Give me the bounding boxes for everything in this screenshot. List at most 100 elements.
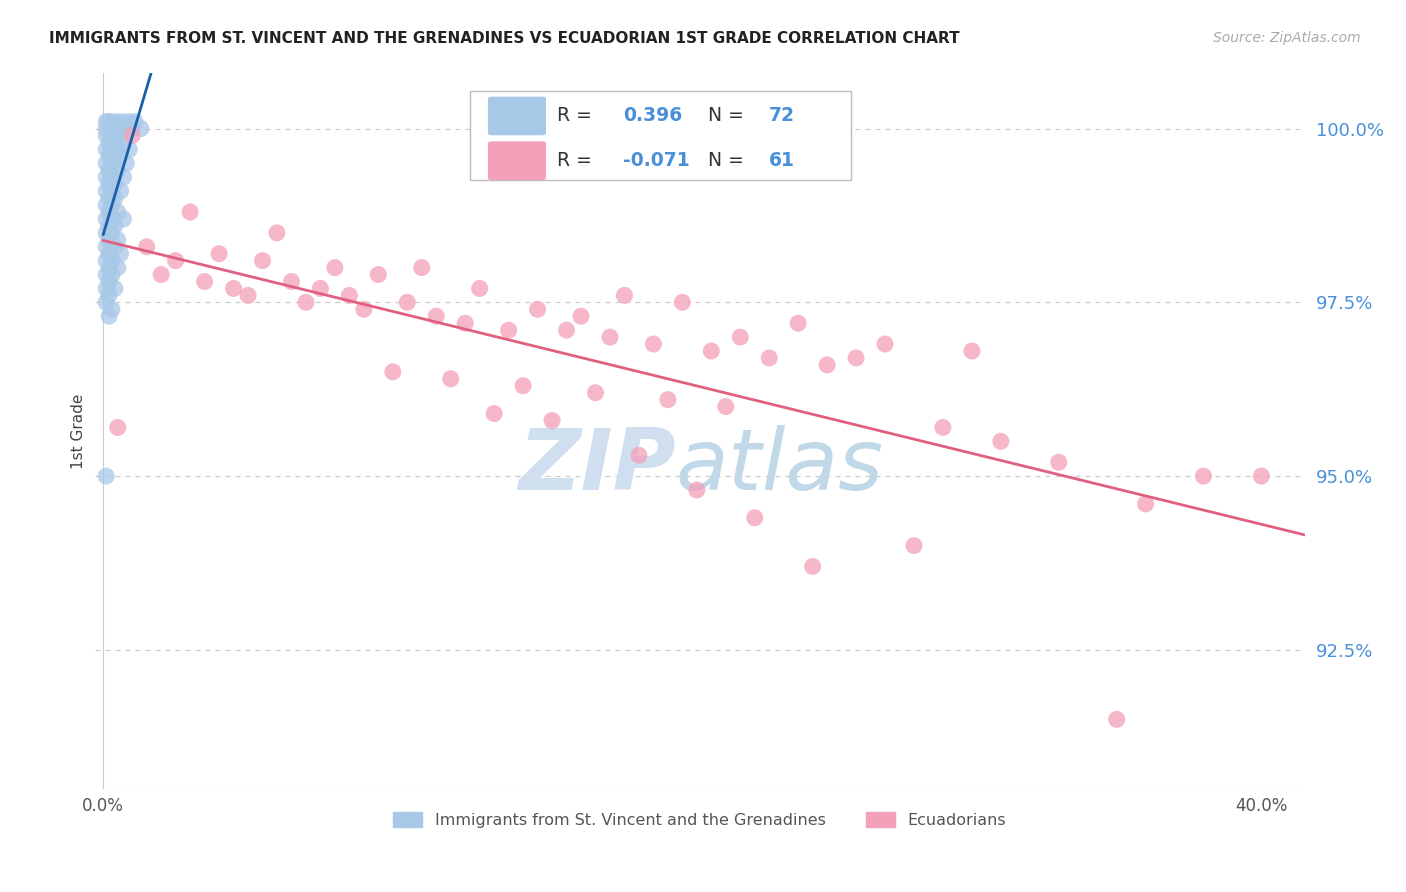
- Text: 72: 72: [769, 106, 794, 126]
- Point: [744, 511, 766, 525]
- Point: [98, 163, 121, 178]
- Point: [112, 114, 135, 128]
- Point: [194, 275, 217, 289]
- Point: [104, 281, 127, 295]
- Point: [367, 268, 389, 282]
- Point: [107, 163, 129, 178]
- FancyBboxPatch shape: [470, 91, 851, 180]
- Point: [104, 136, 127, 150]
- Point: [498, 323, 520, 337]
- Point: [96, 170, 118, 185]
- FancyBboxPatch shape: [488, 96, 546, 136]
- Point: [110, 246, 132, 260]
- Point: [555, 323, 578, 337]
- Text: Source: ZipAtlas.com: Source: ZipAtlas.com: [1213, 31, 1361, 45]
- Point: [714, 400, 737, 414]
- Point: [96, 121, 118, 136]
- Text: atlas: atlas: [675, 425, 883, 508]
- Point: [1105, 712, 1128, 726]
- Point: [107, 233, 129, 247]
- Point: [101, 143, 124, 157]
- Point: [411, 260, 433, 275]
- Point: [96, 128, 118, 143]
- Point: [101, 198, 124, 212]
- Point: [101, 184, 124, 198]
- Point: [98, 136, 121, 150]
- Text: -0.071: -0.071: [623, 151, 690, 170]
- Point: [381, 365, 404, 379]
- Point: [98, 260, 121, 275]
- Text: ZIP: ZIP: [517, 425, 675, 508]
- Point: [101, 253, 124, 268]
- Point: [124, 114, 146, 128]
- Text: R =: R =: [557, 151, 598, 170]
- Point: [98, 288, 121, 302]
- Point: [129, 121, 152, 136]
- Point: [118, 114, 141, 128]
- Y-axis label: 1st Grade: 1st Grade: [72, 393, 86, 468]
- Point: [96, 156, 118, 170]
- Point: [96, 281, 118, 295]
- Point: [353, 302, 375, 317]
- Text: 61: 61: [769, 151, 794, 170]
- Point: [96, 143, 118, 157]
- Text: N =: N =: [709, 106, 749, 126]
- Point: [758, 351, 780, 365]
- Point: [112, 170, 135, 185]
- Point: [96, 226, 118, 240]
- Point: [686, 483, 709, 497]
- Point: [96, 253, 118, 268]
- Point: [96, 184, 118, 198]
- Point: [98, 114, 121, 128]
- Point: [101, 302, 124, 317]
- Point: [107, 205, 129, 219]
- Point: [96, 268, 118, 282]
- Point: [101, 211, 124, 226]
- Point: [98, 177, 121, 191]
- Text: R =: R =: [557, 106, 598, 126]
- Point: [179, 205, 201, 219]
- Point: [787, 316, 810, 330]
- Text: IMMIGRANTS FROM ST. VINCENT AND THE GRENADINES VS ECUADORIAN 1ST GRADE CORRELATI: IMMIGRANTS FROM ST. VINCENT AND THE GREN…: [49, 31, 960, 46]
- Point: [280, 275, 302, 289]
- Point: [165, 253, 187, 268]
- Point: [110, 149, 132, 163]
- Point: [96, 240, 118, 254]
- Point: [873, 337, 896, 351]
- Point: [112, 211, 135, 226]
- Point: [98, 191, 121, 205]
- Point: [396, 295, 419, 310]
- Point: [107, 114, 129, 128]
- Point: [107, 420, 129, 434]
- Point: [98, 149, 121, 163]
- Point: [112, 136, 135, 150]
- Point: [115, 121, 138, 136]
- Point: [96, 295, 118, 310]
- Point: [98, 246, 121, 260]
- Point: [121, 128, 143, 143]
- Point: [541, 413, 564, 427]
- Point: [101, 114, 124, 128]
- Point: [815, 358, 838, 372]
- Point: [107, 128, 129, 143]
- Point: [208, 246, 231, 260]
- Point: [1135, 497, 1157, 511]
- Point: [104, 191, 127, 205]
- Point: [627, 448, 650, 462]
- Point: [657, 392, 679, 407]
- Legend: Immigrants from St. Vincent and the Grenadines, Ecuadorians: Immigrants from St. Vincent and the Gren…: [387, 805, 1012, 835]
- Point: [98, 275, 121, 289]
- Point: [98, 219, 121, 233]
- Point: [1047, 455, 1070, 469]
- Point: [440, 372, 463, 386]
- Point: [700, 343, 723, 358]
- Point: [425, 310, 447, 324]
- FancyBboxPatch shape: [488, 141, 546, 180]
- Point: [96, 469, 118, 483]
- Point: [585, 385, 607, 400]
- Point: [801, 559, 824, 574]
- Point: [323, 260, 346, 275]
- Point: [107, 260, 129, 275]
- Point: [671, 295, 693, 310]
- Point: [110, 121, 132, 136]
